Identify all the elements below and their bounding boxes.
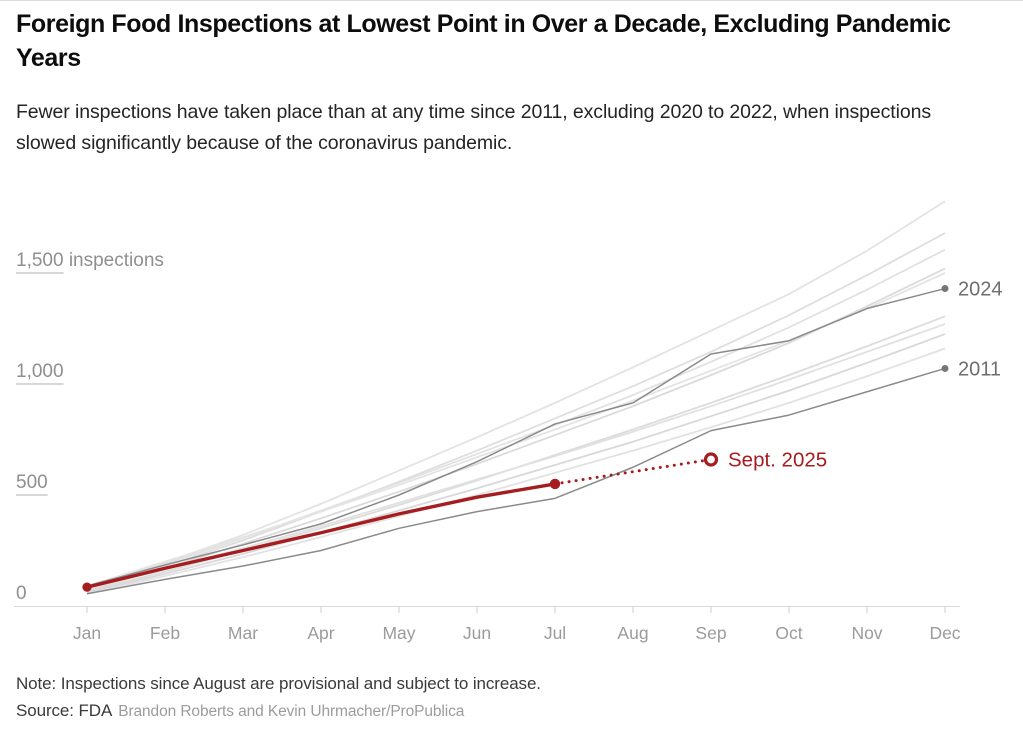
background-line <box>86 248 946 588</box>
x-tick-label: Mar <box>228 623 258 643</box>
chart-title: Foreign Food Inspections at Lowest Point… <box>16 10 951 72</box>
background-line <box>86 272 946 587</box>
start-dot-2025 <box>82 582 92 592</box>
projection-label: Sept. 2025 <box>728 448 827 471</box>
chart-subtitle: Fewer inspections have taken place than … <box>16 101 931 154</box>
chart-note: Note: Inspections since August are provi… <box>16 674 541 693</box>
projection-endpoint-circle <box>703 452 719 467</box>
line-2025 <box>85 482 557 589</box>
x-tick-label: Jul <box>544 623 566 643</box>
source-line: Source: FDA Brandon Roberts and Kevin Uhr… <box>16 701 464 721</box>
credit-label: Brandon Roberts and Kevin Uhrmacher/ProP… <box>118 703 465 720</box>
x-tick-label: May <box>382 623 415 643</box>
y-tick-label: 1,000 <box>16 361 64 382</box>
y-tick-label: 0 <box>16 583 27 604</box>
line-2025-projected <box>553 457 713 486</box>
x-tick-label: Feb <box>150 623 180 643</box>
y-tick-label: 1,500 inspections <box>16 250 164 271</box>
x-tick-label: Oct <box>775 623 802 643</box>
latest-dot-2025 <box>549 478 561 490</box>
x-tick-label: Jun <box>463 623 491 643</box>
x-tick-label: Aug <box>617 623 648 643</box>
year-label-2011: 2011 <box>958 358 1001 380</box>
x-tick-label: Sep <box>695 623 726 643</box>
year-label-2024: 2024 <box>958 279 1003 301</box>
line-2024 <box>86 287 946 587</box>
y-tick-label: 500 <box>16 472 48 493</box>
line-chart: Jan Feb Mar Apr May Jun Jul Aug Sep Oct Nov Dec 0 500… <box>14 200 1003 643</box>
background-line <box>86 347 946 595</box>
endpoint-dot-2011 <box>941 364 949 372</box>
background-line <box>86 232 946 591</box>
endpoint-dot-2024 <box>941 285 949 293</box>
background-line <box>86 267 946 592</box>
source-label: Source: FDA <box>16 701 113 720</box>
x-tick-label: Jan <box>73 623 101 643</box>
x-tick-label: Apr <box>307 623 334 643</box>
background-line <box>86 200 946 590</box>
background-line <box>86 333 946 594</box>
line-2011 <box>86 367 946 595</box>
x-tick-label: Dec <box>929 623 960 643</box>
x-tick-label: Nov <box>851 623 882 643</box>
